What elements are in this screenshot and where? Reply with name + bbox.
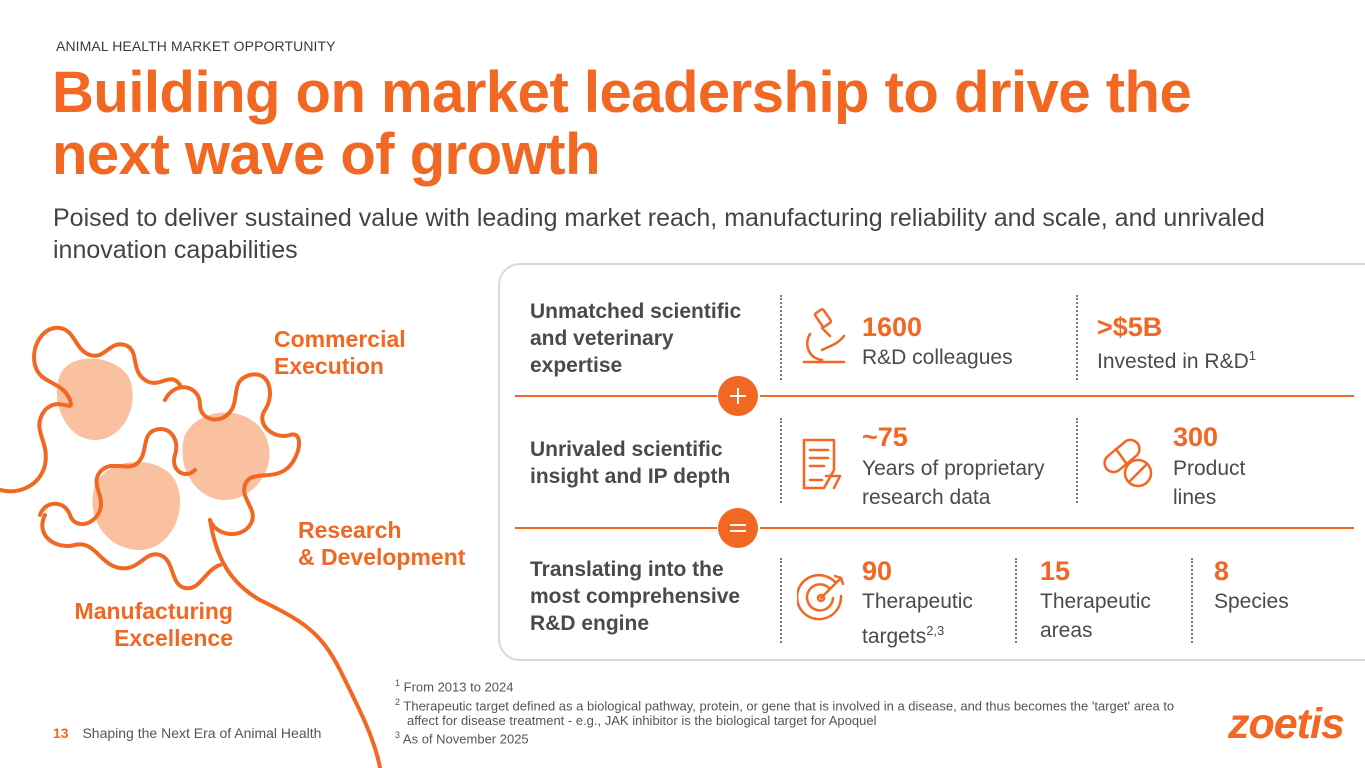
equals-operator: [718, 508, 758, 548]
section-kicker: ANIMAL HEALTH MARKET OPPORTUNITY: [56, 38, 336, 54]
pill-icon: [1103, 438, 1153, 488]
puzzle-outline-bottom: [40, 513, 222, 591]
puzzle-outline-top: [0, 325, 182, 494]
divider: [780, 558, 782, 643]
divider: [1076, 418, 1078, 503]
puzzle-fill-top: [56, 358, 133, 440]
divider: [1015, 558, 1017, 643]
page-subtitle: Poised to deliver sustained value with l…: [53, 204, 1265, 264]
stat-value-colleagues: 1600: [862, 312, 923, 342]
zoetis-logo: zoetis: [1228, 700, 1345, 748]
plus-operator: [718, 376, 758, 416]
stat-text-colleagues: R&D colleagues: [862, 346, 1013, 369]
document-icon: [802, 438, 842, 490]
puzzle-label-research: Research & Development: [298, 517, 466, 570]
footer: 13 Shaping the Next Era of Animal Health: [53, 725, 321, 741]
footnote-2: 2 Therapeutic target defined as a biolog…: [395, 696, 1175, 728]
puzzle-tail: [208, 518, 382, 768]
footnote-1: 1 From 2013 to 2024: [395, 678, 514, 695]
stat-value-invested: >$5B: [1097, 312, 1163, 342]
separator-line-right: [760, 395, 1354, 397]
puzzle-outline-middle: [38, 427, 197, 526]
rd-panel: [498, 263, 1365, 661]
stat-text-targets: Therapeutic targets2,3: [862, 590, 973, 648]
target-icon: [797, 573, 845, 621]
stat-text-species: Species: [1214, 590, 1289, 613]
separator-line-left: [515, 395, 717, 397]
row-label-expertise: Unmatched scientific and veterinary expe…: [530, 300, 742, 377]
stat-value-years: ~75: [862, 422, 908, 452]
puzzle-label-manufacturing: Manufacturing Excellence: [74, 598, 233, 651]
equals-icon: [730, 524, 746, 532]
footer-text: Shaping the Next Era of Animal Health: [82, 725, 322, 741]
divider: [1191, 558, 1193, 643]
puzzle-illustration: [0, 325, 382, 768]
divider: [1076, 295, 1078, 380]
row-label-engine: Translating into the most comprehensive …: [530, 558, 741, 635]
separator-line-right: [760, 527, 1354, 529]
stat-value-product-lines: 300: [1173, 422, 1219, 452]
page-number: 13: [53, 725, 69, 741]
stat-value-species: 8: [1214, 556, 1230, 586]
footnote-3: 3 As of November 2025: [395, 730, 529, 747]
stat-text-areas: Therapeutic areas: [1040, 590, 1151, 642]
divider: [780, 295, 782, 380]
puzzle-fill-right: [182, 412, 270, 500]
stat-value-targets: 90: [862, 556, 893, 586]
divider: [780, 418, 782, 503]
footnotes: 1 From 2013 to 2024 2 Therapeutic target…: [395, 676, 1195, 747]
microscope-icon: [802, 308, 846, 364]
page-title: Building on market leadership to drive t…: [52, 60, 1192, 187]
puzzle-outline-right: [163, 372, 302, 536]
puzzle-label-commercial: Commercial Execution: [274, 326, 406, 379]
row-label-insight: Unrivaled scientific insight and IP dept…: [530, 438, 731, 488]
plus-icon: [730, 388, 746, 404]
stat-text-product-lines: Product lines: [1173, 457, 1246, 509]
stat-text-years: Years of proprietary research data: [862, 457, 1045, 509]
stat-value-areas: 15: [1040, 556, 1071, 586]
puzzle-fill-bottom: [92, 461, 181, 550]
separator-line-left: [515, 527, 717, 529]
stat-text-invested: Invested in R&D1: [1097, 348, 1256, 373]
